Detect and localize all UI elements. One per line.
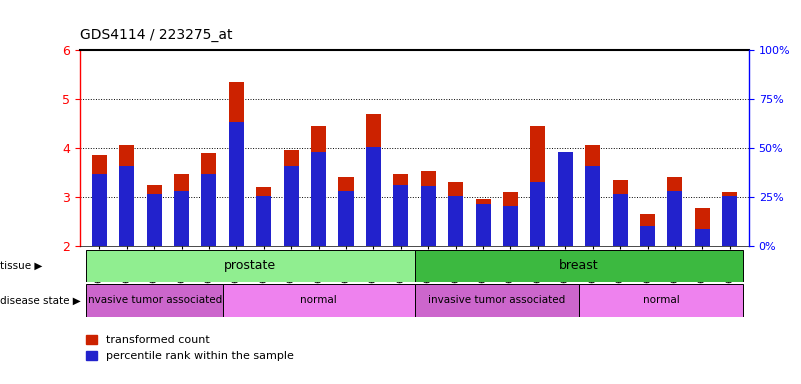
Bar (640, 226, 655, 246)
Bar (694, 228, 710, 246)
Bar (201, 174, 216, 246)
Text: invasive tumor associated: invasive tumor associated (86, 295, 223, 306)
Bar (92, 174, 107, 246)
Bar (284, 166, 299, 246)
Text: breast: breast (559, 260, 599, 272)
Bar (174, 174, 189, 246)
Bar (586, 146, 600, 246)
Bar (723, 192, 737, 246)
Bar (723, 196, 737, 246)
Bar (476, 204, 490, 246)
Bar (393, 185, 409, 246)
Bar (640, 214, 655, 246)
Bar (86, 250, 415, 282)
Bar (530, 182, 545, 246)
Bar (613, 180, 628, 246)
Text: GDS4114 / 223275_at: GDS4114 / 223275_at (80, 28, 232, 42)
Text: disease state ▶: disease state ▶ (0, 295, 81, 306)
Bar (256, 196, 272, 246)
Bar (503, 192, 518, 246)
Bar (366, 147, 381, 246)
Bar (694, 208, 710, 246)
Bar (201, 153, 216, 246)
Text: normal: normal (643, 295, 679, 306)
Text: tissue ▶: tissue ▶ (0, 261, 42, 271)
Bar (256, 187, 272, 246)
Bar (229, 122, 244, 246)
Bar (339, 191, 353, 246)
Bar (421, 186, 436, 246)
Bar (503, 205, 518, 246)
Legend: transformed count, percentile rank within the sample: transformed count, percentile rank withi… (86, 335, 293, 361)
Bar (174, 191, 189, 246)
Bar (448, 196, 463, 246)
Bar (613, 194, 628, 246)
Bar (119, 146, 135, 246)
Bar (530, 126, 545, 246)
Bar (476, 199, 490, 246)
Bar (86, 284, 223, 317)
Bar (147, 185, 162, 246)
Text: prostate: prostate (224, 260, 276, 272)
Bar (311, 126, 326, 246)
Text: normal: normal (300, 295, 337, 306)
Bar (147, 194, 162, 246)
Bar (229, 82, 244, 246)
Bar (448, 182, 463, 246)
Bar (667, 177, 682, 246)
Bar (366, 114, 381, 246)
Bar (667, 191, 682, 246)
Bar (92, 155, 107, 246)
Bar (421, 171, 436, 246)
Bar (311, 152, 326, 246)
Bar (223, 284, 415, 317)
Bar (579, 284, 743, 317)
Bar (415, 250, 743, 282)
Bar (586, 166, 600, 246)
Text: invasive tumor associated: invasive tumor associated (428, 295, 566, 306)
Bar (393, 174, 409, 246)
Bar (557, 159, 573, 246)
Bar (119, 166, 135, 246)
Bar (415, 284, 579, 317)
Bar (557, 152, 573, 246)
Bar (339, 177, 353, 246)
Bar (284, 150, 299, 246)
